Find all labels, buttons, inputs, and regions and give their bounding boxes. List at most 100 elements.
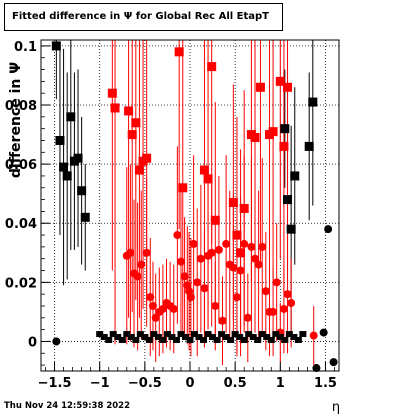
data-point-square — [232, 230, 242, 240]
data-point-square — [134, 165, 144, 175]
data-point-square — [236, 248, 246, 258]
data-point-circle — [272, 278, 281, 287]
data-point-band — [163, 331, 171, 338]
data-point-square — [80, 212, 90, 222]
data-point-circle — [158, 304, 167, 313]
data-point-band — [290, 334, 298, 341]
error-bars — [55, 40, 315, 366]
data-point-square — [279, 141, 289, 151]
data-point-circle — [173, 231, 182, 240]
data-point-square — [107, 88, 117, 98]
data-point-band — [204, 331, 212, 338]
data-point-band — [272, 331, 280, 338]
data-point-band — [200, 336, 208, 343]
data-point-circle — [240, 239, 249, 248]
x-tick-label: 0 — [185, 376, 194, 391]
data-point-square — [131, 118, 141, 128]
data-point-band — [299, 331, 307, 338]
data-point-square — [59, 162, 69, 172]
data-point-square — [286, 224, 296, 234]
data-point-circle — [207, 248, 216, 257]
data-point-circle — [324, 225, 333, 234]
data-point-square — [55, 135, 65, 145]
data-point-square — [239, 203, 249, 213]
data-point-band — [267, 336, 275, 343]
data-point-band — [254, 336, 262, 343]
x-tick-label: 0.5 — [224, 376, 247, 391]
data-point-band — [294, 336, 302, 343]
data-point-band — [218, 331, 226, 338]
data-point-band — [281, 336, 289, 343]
timestamp: Thu Nov 24 12:59:38 2022 — [4, 401, 131, 411]
data-point-square — [51, 41, 61, 51]
data-point-band — [123, 331, 131, 338]
y-tick-label: 0.04 — [5, 217, 37, 232]
data-point-circle — [133, 272, 142, 281]
data-point-circle — [176, 257, 185, 266]
data-point-circle — [146, 293, 155, 302]
x-tick-label: 1 — [276, 376, 285, 391]
data-point-band — [245, 331, 253, 338]
x-axis-label: η — [332, 400, 340, 414]
data-point-circle — [211, 301, 220, 310]
data-point-circle — [193, 278, 202, 287]
data-point-square — [127, 130, 137, 140]
data-point-circle — [214, 245, 223, 254]
data-point-band — [114, 334, 122, 341]
data-markers — [51, 41, 338, 373]
data-point-square — [66, 112, 76, 122]
data-point-band — [236, 334, 244, 341]
data-point-circle — [148, 301, 157, 310]
data-point-band — [150, 331, 158, 338]
data-point-circle — [329, 358, 338, 367]
data-point-circle — [52, 337, 61, 346]
data-point-circle — [247, 242, 256, 251]
data-point-band — [209, 334, 217, 341]
data-point-square — [308, 97, 318, 107]
data-point-band — [109, 331, 117, 338]
data-point-circle — [232, 293, 241, 302]
data-point-band — [263, 334, 271, 341]
data-point-circle — [196, 254, 205, 263]
data-point-circle — [243, 313, 252, 322]
data-point-circle — [218, 316, 227, 325]
data-point-square — [228, 198, 238, 208]
y-tick-label: 0 — [28, 335, 37, 350]
data-point-band — [227, 336, 235, 343]
axes: −1.5 −1 −0.5 0 0.5 1 1.5 0 0.02 0.04 0.06 0.08 0.1 η d… — [5, 40, 340, 414]
data-point-circle — [283, 290, 292, 299]
data-point-circle — [180, 272, 189, 281]
data-point-circle — [309, 331, 318, 340]
data-point-circle — [200, 284, 209, 293]
data-point-circle — [269, 307, 278, 316]
data-point-band — [222, 334, 230, 341]
data-point-band — [213, 336, 221, 343]
x-tick-label: −1.5 — [38, 376, 72, 391]
data-point-square — [142, 153, 152, 163]
data-point-band — [191, 331, 199, 338]
data-point-circle — [186, 293, 195, 302]
data-point-square — [62, 171, 72, 181]
data-point-band — [172, 336, 180, 343]
data-point-circle — [137, 260, 146, 269]
data-point-circle — [126, 248, 135, 257]
data-point-band — [118, 336, 126, 343]
data-point-square — [290, 171, 300, 181]
data-point-band — [240, 336, 248, 343]
data-point-square — [255, 82, 265, 92]
data-point-square — [275, 76, 285, 86]
x-tick-label: −0.5 — [128, 376, 162, 391]
data-point-band — [141, 334, 149, 341]
data-point-circle — [142, 248, 151, 257]
data-point-circle — [169, 304, 178, 313]
data-point-band — [154, 334, 162, 341]
data-point-band — [231, 331, 239, 338]
data-point-band — [186, 336, 194, 343]
data-point-square — [250, 133, 260, 143]
y-tick-label: 0.02 — [5, 276, 37, 291]
data-point-square — [283, 82, 293, 92]
data-point-square — [283, 195, 293, 205]
data-point-band — [181, 334, 189, 341]
data-point-circle — [261, 287, 270, 296]
